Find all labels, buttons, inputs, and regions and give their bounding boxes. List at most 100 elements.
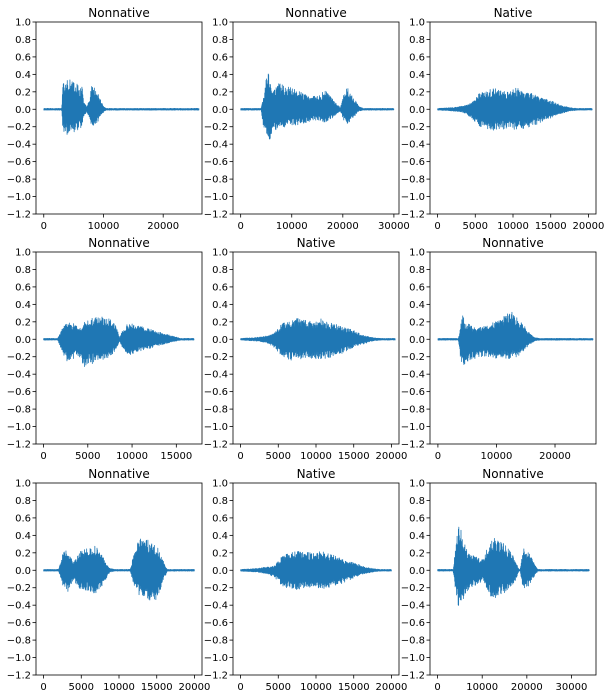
y-tick-label: 1.0	[15, 479, 31, 490]
y-tick-label: 0.6	[409, 282, 425, 293]
x-tick-label: 30000	[556, 682, 588, 693]
y-tick-label: −0.2	[204, 122, 228, 133]
x-tick-label: 10000	[116, 451, 148, 462]
waveform-line	[43, 79, 200, 135]
x-tick-label: 5000	[266, 682, 291, 693]
y-tick-label: 0.6	[15, 513, 31, 524]
axes-frame	[429, 251, 597, 445]
subplot-title: Nonnative	[285, 6, 346, 20]
y-tick-label: −0.2	[204, 583, 228, 594]
y-tick-label: −0.6	[204, 618, 228, 629]
x-tick-label: 20000	[327, 221, 359, 232]
x-tick-label: 0	[40, 682, 46, 693]
y-tick-label: 0.8	[212, 35, 228, 46]
y-tick-label: −0.6	[7, 618, 31, 629]
y-tick-label: −0.2	[401, 122, 425, 133]
subplot-4: −1.2 −1.0 −0.8 −0.6 −0.4 −0.2 0.0 0.2 0.4 0.6 0.8 1…	[7, 236, 203, 462]
subplot-title: Native	[494, 6, 533, 20]
x-tick-label: 20000	[511, 682, 543, 693]
x-tick-label: 10000	[88, 221, 120, 232]
y-tick-label: 1.0	[15, 18, 31, 29]
x-tick-label: 15000	[338, 682, 370, 693]
y-tick-label: 0.8	[15, 496, 31, 507]
x-tick-label: 0	[237, 451, 243, 462]
y-tick-label: 0.2	[15, 317, 31, 328]
y-tick-label: −1.0	[401, 653, 425, 664]
y-tick-label: −0.4	[401, 370, 425, 381]
y-tick-label: −0.4	[401, 140, 425, 151]
y-tick-label: 0.0	[15, 105, 31, 116]
y-tick-label: −1.0	[7, 653, 31, 664]
y-tick-label: −1.0	[204, 422, 228, 433]
y-tick-label: −0.2	[401, 352, 425, 363]
y-tick-label: −0.8	[401, 175, 425, 186]
x-tick-label: 0	[41, 221, 47, 232]
y-tick-label: 0.6	[409, 52, 425, 63]
waveform-line	[43, 538, 195, 601]
y-tick-label: 0.2	[212, 317, 228, 328]
y-tick-label: 0.6	[212, 52, 228, 63]
y-tick-label: 0.6	[15, 282, 31, 293]
y-tick-label: 0.6	[212, 513, 228, 524]
y-tick-label: −1.2	[401, 671, 425, 682]
y-tick-label: −0.6	[7, 157, 31, 168]
y-tick-label: 0.2	[409, 317, 425, 328]
axes-frame	[232, 21, 400, 215]
x-tick-label: 20000	[147, 221, 179, 232]
y-tick-label: 0.6	[15, 52, 31, 63]
y-tick-label: 0.0	[15, 566, 31, 577]
y-tick-label: 0.0	[409, 335, 425, 346]
x-tick-label: 5000	[266, 451, 291, 462]
axes-frame	[35, 482, 203, 676]
y-tick-label: −0.4	[204, 370, 228, 381]
y-tick-label: −1.2	[7, 671, 31, 682]
x-tick-label: 0	[237, 221, 243, 232]
y-tick-label: −0.8	[401, 405, 425, 416]
x-tick-label: 15000	[141, 682, 173, 693]
subplot-title: Nonnative	[88, 467, 149, 481]
subplot-3: −1.2 −1.0 −0.8 −0.6 −0.4 −0.2 0.0 0.2 0.4 0.6 0.8 1…	[401, 6, 605, 232]
y-tick-label: 0.0	[212, 105, 228, 116]
y-tick-label: 1.0	[212, 248, 228, 259]
x-tick-label: 5000	[75, 451, 100, 462]
x-tick-label: 10000	[481, 451, 513, 462]
x-tick-label: 10000	[300, 682, 332, 693]
x-tick-label: 0	[434, 682, 440, 693]
y-tick-label: −0.8	[204, 175, 228, 186]
y-tick-label: −1.0	[401, 422, 425, 433]
y-tick-label: −1.2	[7, 440, 31, 451]
subplot-title: Nonnative	[88, 6, 149, 20]
waveform-line	[43, 316, 195, 368]
subplot-8: −1.2 −1.0 −0.8 −0.6 −0.4 −0.2 0.0 0.2 0.4 0.6 0.8 1…	[204, 467, 408, 693]
y-tick-label: −0.6	[7, 387, 31, 398]
x-tick-label: 10000	[497, 221, 529, 232]
x-tick-label: 10000	[103, 682, 135, 693]
subplot-title: Native	[297, 236, 336, 250]
y-tick-label: 0.4	[15, 70, 31, 81]
y-tick-label: −1.2	[204, 440, 228, 451]
y-tick-label: −0.4	[7, 601, 31, 612]
y-tick-label: 0.0	[212, 566, 228, 577]
y-tick-label: −0.6	[401, 618, 425, 629]
y-tick-label: −0.4	[401, 601, 425, 612]
y-tick-label: 1.0	[409, 248, 425, 259]
x-tick-label: 20000	[179, 682, 211, 693]
y-tick-label: −1.0	[7, 422, 31, 433]
axes-frame	[35, 251, 203, 445]
subplot-1: −1.2 −1.0 −0.8 −0.6 −0.4 −0.2 0.0 0.2 0.4 0.6 0.8 1…	[7, 6, 203, 232]
y-tick-label: 0.8	[15, 265, 31, 276]
y-tick-label: 1.0	[409, 479, 425, 490]
axes-frame	[35, 21, 203, 215]
y-tick-label: 0.4	[15, 531, 31, 542]
y-tick-label: 1.0	[409, 18, 425, 29]
x-tick-label: 15000	[338, 451, 370, 462]
waveform-line	[240, 318, 396, 361]
subplot-title: Nonnative	[88, 236, 149, 250]
y-tick-label: −0.2	[7, 583, 31, 594]
subplot-2: −1.2 −1.0 −0.8 −0.6 −0.4 −0.2 0.0 0.2 0.4 0.6 0.8 1…	[204, 6, 410, 232]
y-tick-label: 0.8	[15, 35, 31, 46]
y-tick-label: 0.8	[212, 496, 228, 507]
x-tick-label: 20000	[573, 221, 605, 232]
y-tick-label: 0.0	[212, 335, 228, 346]
